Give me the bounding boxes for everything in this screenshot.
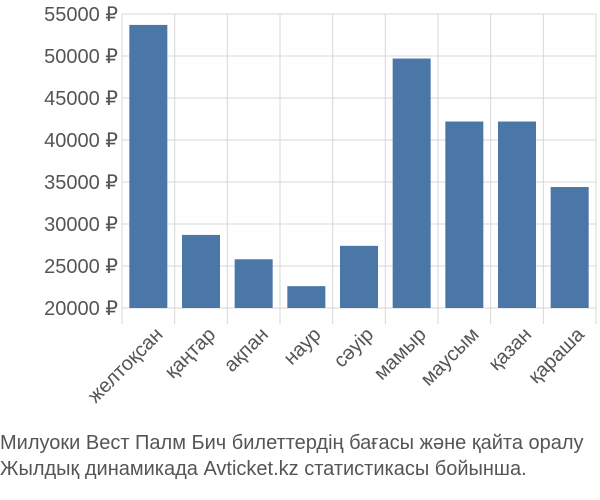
bar	[498, 121, 536, 309]
x-tick-label: желтоқсан	[84, 324, 168, 408]
y-tick-label: 40000 ₽	[44, 130, 118, 152]
x-tick-label: сәуір	[330, 324, 379, 373]
y-tick-label: 55000 ₽	[44, 4, 118, 26]
y-axis-ticks: 20000 ₽ 25000 ₽ 30000 ₽ 35000 ₽ 40000 ₽ 45000…	[44, 4, 118, 320]
x-tick-label: ақпан	[220, 324, 273, 377]
grid-lines	[121, 13, 597, 324]
bar	[234, 259, 273, 308]
caption-line-1: Милуоки Вест Палм Бич билеттердің бағасы…	[0, 432, 584, 454]
bar	[445, 121, 484, 309]
y-tick-label: 30000 ₽	[44, 214, 118, 236]
bar	[392, 58, 431, 308]
x-tick-label: қаңтар	[161, 324, 220, 383]
bar	[182, 234, 220, 308]
bar	[129, 24, 168, 308]
x-tick-label: қараша	[524, 323, 589, 388]
bar	[287, 286, 326, 308]
bars	[129, 24, 589, 309]
x-tick-label: маусым	[417, 324, 484, 391]
y-tick-label: 50000 ₽	[44, 46, 118, 68]
x-tick-label: наур	[280, 324, 326, 370]
bar	[340, 245, 378, 308]
y-tick-label: 25000 ₽	[44, 256, 118, 278]
y-tick-label: 35000 ₽	[44, 172, 118, 194]
bar	[550, 187, 589, 308]
y-tick-label: 45000 ₽	[44, 88, 118, 110]
y-tick-label: 20000 ₽	[44, 298, 118, 320]
bar-chart: 20000 ₽ 25000 ₽ 30000 ₽ 35000 ₽ 40000 ₽ 45000…	[44, 4, 597, 407]
caption-line-2: Жылдық динамикада Avticket.kz статистика…	[0, 458, 527, 480]
